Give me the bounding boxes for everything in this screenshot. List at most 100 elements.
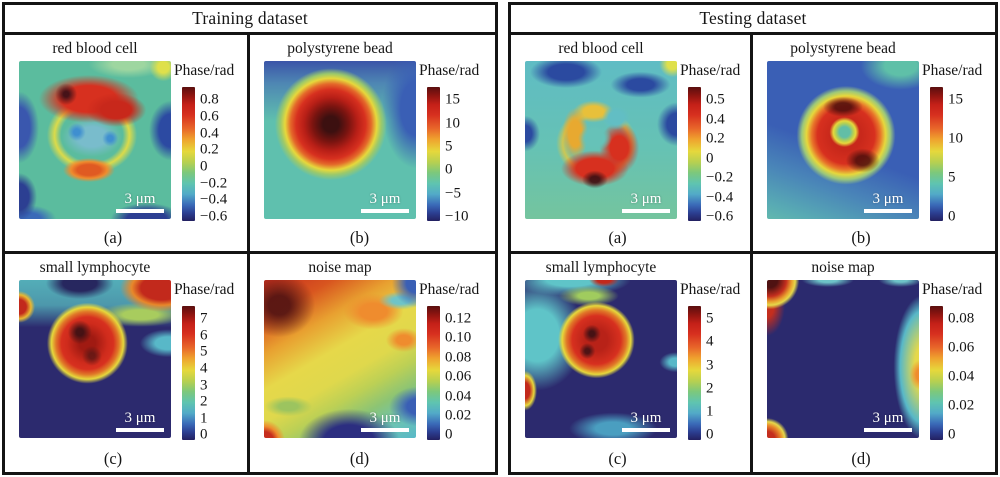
- colorbar-unit-label: Phase/rad: [680, 62, 741, 79]
- subfigure-content: 3 μm Phase/rad 0.5 0.4 0.2 0 −0.2 −0.4 −0.6: [511, 61, 750, 224]
- scale-bar-label: 3 μm: [872, 191, 904, 208]
- colorbar-tick-label: 10: [948, 130, 963, 147]
- colorbar-tick-label: 0.06: [948, 339, 975, 356]
- colorbar-tick-label: 0: [200, 426, 208, 443]
- subfigure-caption: (c): [608, 449, 627, 468]
- colorbar-gradient: [182, 305, 195, 440]
- colorbar-row: 5 4 3 2 1 0: [688, 305, 750, 443]
- colorbar-column: Phase/rad 0.5 0.4 0.2 0 −0.2 −0.4 −0.6: [679, 61, 750, 224]
- colorbar-column: Phase/rad 5 4 3 2 1 0: [679, 280, 750, 443]
- scale-bar-line: [622, 427, 670, 432]
- colorbar-tick-label: 0.04: [445, 388, 472, 405]
- colorbar-tick-label: 4: [706, 333, 714, 350]
- subfigure-title: noise map: [811, 258, 875, 276]
- scale-bar: 3 μm: [361, 191, 409, 213]
- colorbar-unit-label: Phase/rad: [922, 62, 983, 79]
- subfigure-content: 3 μm Phase/rad 0.08 0.06 0.04 0.02 0: [753, 279, 995, 443]
- subfigure-title: polystyrene bead: [790, 40, 896, 57]
- scale-bar: 3 μm: [864, 191, 912, 213]
- colorbar-row: 0.8 0.6 0.4 0.2 0 −0.2 −0.4 −0.6: [182, 87, 247, 225]
- colorbar-tick-label: 0.02: [445, 407, 472, 424]
- panel-title: Testing dataset: [699, 8, 807, 28]
- colorbar-tick-labels: 0.08 0.06 0.04 0.02 0: [948, 306, 994, 443]
- colorbar-gradient: [688, 305, 701, 440]
- scale-bar-label: 3 μm: [124, 191, 156, 208]
- colorbar-tick-label: 6: [200, 327, 208, 344]
- phase-map-image: 3 μm: [767, 279, 919, 438]
- colorbar-tick-labels: 5 4 3 2 1 0: [706, 306, 750, 443]
- subfigure-content: 3 μm Phase/rad 15 10 5 0 −5 −10: [250, 61, 495, 224]
- subfigure-caption: (a): [103, 227, 123, 247]
- colorbar-unit-label: Phase/rad: [419, 62, 480, 79]
- colorbar-unit-label: Phase/rad: [174, 280, 235, 298]
- colorbar-tick-labels: 0.8 0.6 0.4 0.2 0 −0.2 −0.4 −0.6: [200, 87, 246, 225]
- subfigure-cell: red blood cell 3 μm Phase/rad 0.8 0.6 0.4 0…: [5, 35, 250, 254]
- colorbar-tick-label: 0.4: [200, 125, 219, 142]
- colorbar-tick-label: −0.2: [200, 175, 228, 192]
- colorbar-gradient: [930, 305, 943, 440]
- colorbar-column: Phase/rad 15 10 5 0 −5 −10: [418, 61, 495, 224]
- colorbar-row: 0.08 0.06 0.04 0.02 0: [930, 305, 995, 443]
- colorbar-tick-label: −0.4: [200, 191, 228, 208]
- colorbar-tick-label: 5: [948, 169, 956, 186]
- subfigure-title: small lymphocyte: [545, 258, 657, 276]
- scale-bar-line: [864, 427, 912, 432]
- subfigure-grid: red blood cell 3 μm Phase/rad 0.5 0.4 0.2 0…: [511, 35, 995, 472]
- scale-bar-line: [116, 427, 164, 432]
- colorbar-tick-labels: 0.12 0.10 0.08 0.06 0.04 0.02 0: [445, 306, 491, 443]
- scale-bar-label: 3 μm: [124, 409, 156, 426]
- colorbar-tick-label: −0.6: [200, 208, 228, 225]
- colorbar-tick-label: 0.2: [706, 130, 725, 147]
- subfigure-cell: red blood cell 3 μm Phase/rad 0.5 0.4 0.2 0…: [511, 35, 753, 254]
- scale-bar-line: [361, 209, 409, 213]
- colorbar-unit-label: Phase/rad: [922, 280, 983, 298]
- colorbar-tick-label: 0.10: [445, 329, 472, 346]
- subfigure-cell: polystyrene bead 3 μm Phase/rad 15 10 5 0 −5…: [250, 35, 495, 254]
- phase-map-image: 3 μm: [264, 279, 416, 438]
- subfigure-caption: (d): [349, 449, 370, 468]
- subfigure-title: noise map: [308, 258, 372, 276]
- colorbar-tick-label: −5: [445, 185, 461, 202]
- colorbar-tick-labels: 15 10 5 0: [948, 87, 994, 224]
- subfigure-cell: noise map 3 μm Phase/rad 0.12 0.10 0.08 0.0…: [250, 254, 495, 473]
- training-dataset-panel: Training dataset red blood cell 3 μm Pha…: [2, 2, 498, 475]
- scale-bar-label: 3 μm: [872, 409, 904, 426]
- colorbar-tick-labels: 0.5 0.4 0.2 0 −0.2 −0.4 −0.6: [706, 87, 750, 224]
- colorbar-tick-label: 1: [706, 403, 714, 420]
- subfigure-caption: (b): [349, 227, 370, 247]
- colorbar-tick-label: 10: [445, 115, 460, 132]
- subfigure-caption: (b): [851, 227, 871, 247]
- scale-bar: 3 μm: [622, 191, 670, 213]
- colorbar-row: 0.12 0.10 0.08 0.06 0.04 0.02 0: [427, 305, 495, 443]
- colorbar-tick-label: 15: [948, 91, 963, 108]
- colorbar-tick-label: 0.06: [445, 368, 472, 385]
- colorbar-tick-label: 7: [200, 310, 208, 327]
- colorbar-tick-label: 5: [706, 310, 714, 327]
- subfigure-caption: (d): [851, 449, 871, 468]
- colorbar-tick-label: 0.02: [948, 397, 975, 414]
- phase-map-image: 3 μm: [19, 61, 171, 219]
- colorbar-row: 15 10 5 0: [930, 87, 995, 224]
- phase-map-image: 3 μm: [767, 61, 919, 219]
- colorbar-tick-label: −0.2: [706, 169, 734, 186]
- testing-dataset-panel: Testing dataset red blood cell 3 μm Phas…: [508, 2, 998, 475]
- colorbar-tick-label: 0: [200, 158, 208, 175]
- colorbar-gradient: [930, 87, 943, 221]
- colorbar-tick-label: 0: [706, 150, 714, 167]
- panel-title: Training dataset: [192, 8, 308, 28]
- subfigure-caption: (c): [103, 449, 123, 468]
- colorbar-tick-label: 1: [200, 410, 208, 427]
- colorbar-tick-label: 5: [200, 343, 208, 360]
- subfigure-cell: polystyrene bead 3 μm Phase/rad 15 10 5 0 (…: [753, 35, 995, 254]
- phase-map-image: 3 μm: [264, 61, 416, 219]
- scale-bar-line: [864, 209, 912, 213]
- colorbar-tick-label: 0.6: [200, 108, 219, 125]
- colorbar-tick-label: 0.4: [706, 111, 725, 128]
- colorbar-tick-label: 3: [200, 377, 208, 394]
- colorbar-tick-labels: 15 10 5 0 −5 −10: [445, 87, 491, 224]
- colorbar-tick-label: 5: [445, 138, 453, 155]
- scale-bar-line: [361, 427, 409, 432]
